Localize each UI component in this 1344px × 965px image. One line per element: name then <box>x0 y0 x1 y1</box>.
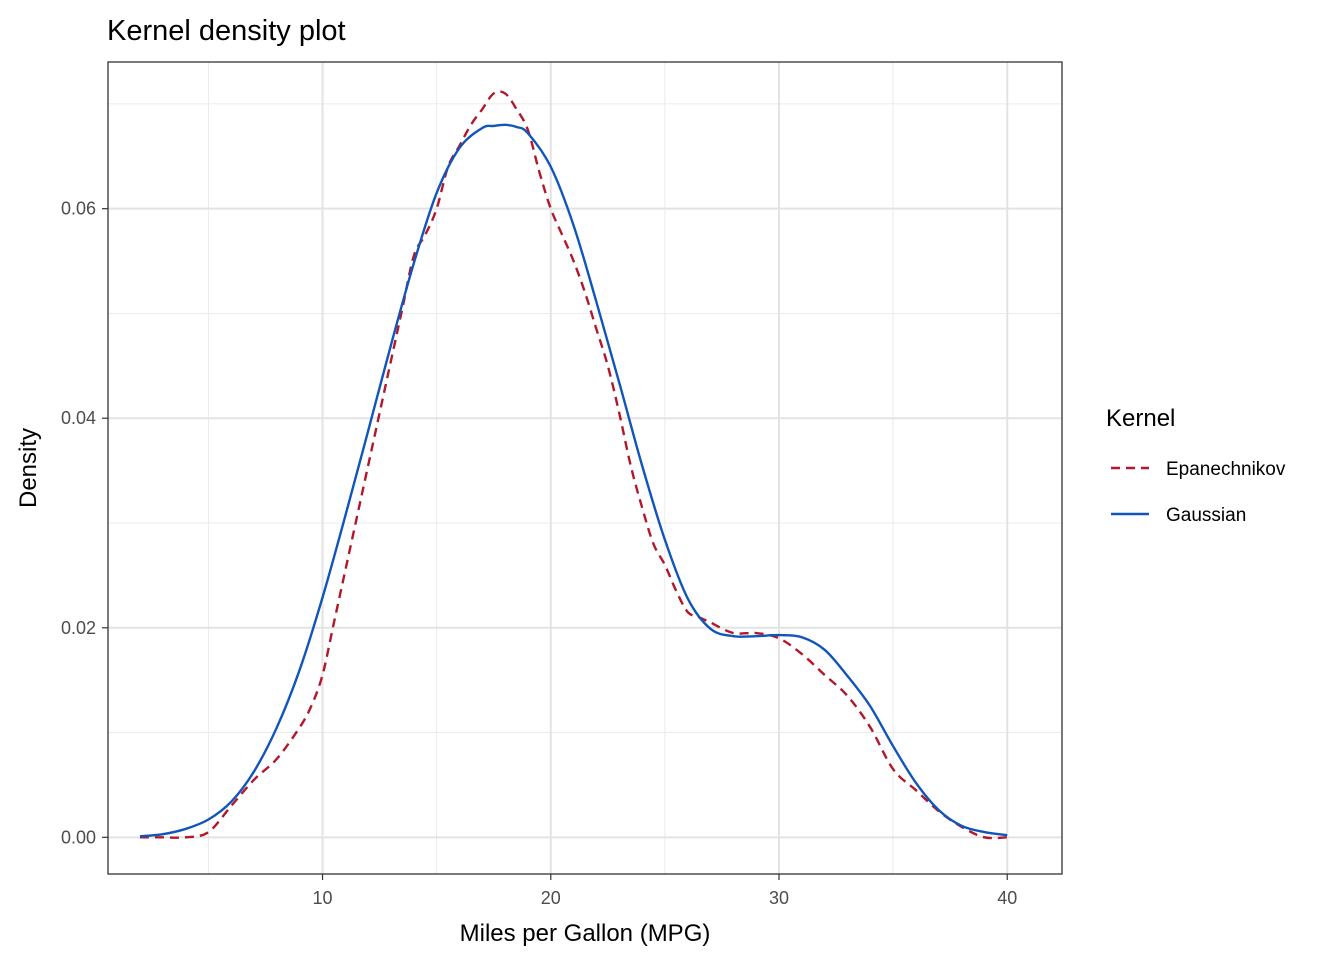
x-axis: 10 20 30 40 <box>313 874 1017 908</box>
x-tick-label: 20 <box>541 888 561 908</box>
panel-background <box>108 62 1062 874</box>
legend-item-gaussian: Gaussian <box>1111 505 1246 526</box>
x-tick-label: 40 <box>997 888 1017 908</box>
legend-label: Gaussian <box>1166 505 1246 526</box>
legend-label: Epanechnikov <box>1166 459 1286 480</box>
panel-border <box>107 61 1063 875</box>
y-axis-title: Density <box>15 428 42 508</box>
plot-panel <box>107 61 1063 875</box>
major-grid <box>108 62 1062 874</box>
x-axis-title: Miles per Gallon (MPG) <box>460 920 711 947</box>
legend-items: Epanechnikov Gaussian <box>1111 459 1286 526</box>
y-axis: 0.00 0.02 0.04 0.06 <box>61 199 108 847</box>
legend: Kernel Epanechnikov Gaussian <box>1106 405 1286 526</box>
legend-item-epanechnikov: Epanechnikov <box>1111 459 1286 480</box>
y-tick-label: 0.06 <box>61 199 96 219</box>
minor-grid <box>108 62 1062 874</box>
x-tick-label: 30 <box>769 888 789 908</box>
legend-title: Kernel <box>1106 405 1175 432</box>
x-tick-label: 10 <box>313 888 333 908</box>
y-tick-label: 0.04 <box>61 408 96 428</box>
y-tick-label: 0.02 <box>61 618 96 638</box>
series-line-gaussian <box>139 123 1008 838</box>
chart-title: Kernel density plot <box>107 15 346 47</box>
series-layer <box>139 90 1008 840</box>
series-line-epanechnikov <box>139 90 1008 840</box>
y-tick-label: 0.00 <box>61 827 96 847</box>
